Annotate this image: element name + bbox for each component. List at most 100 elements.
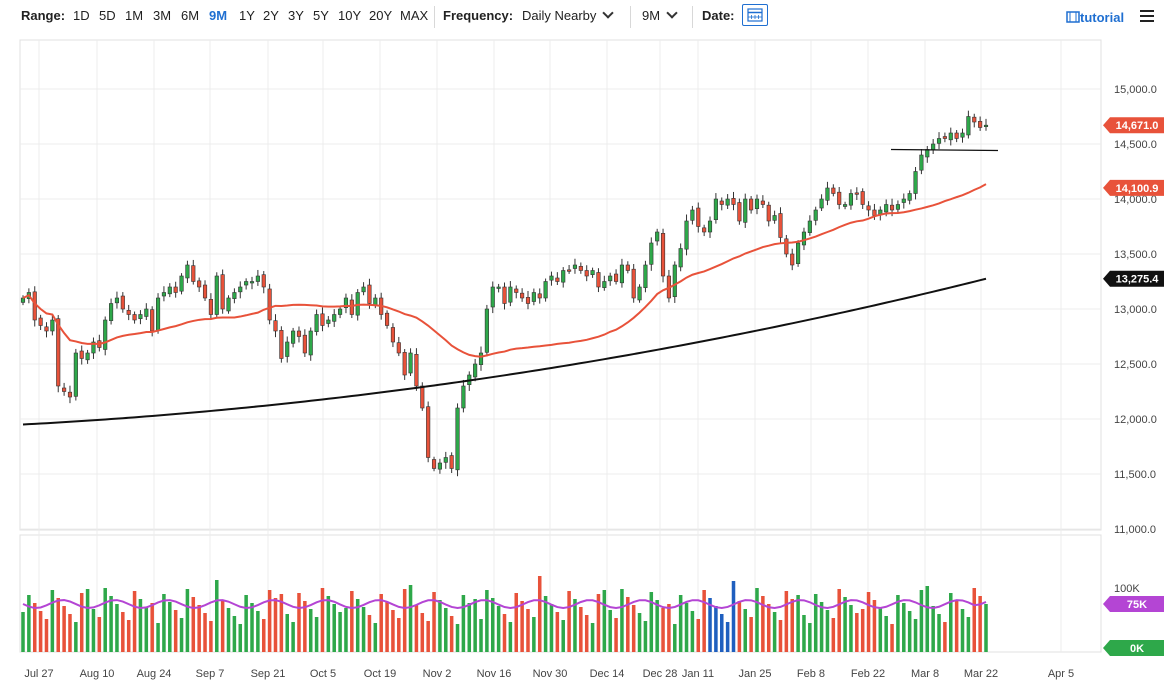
volume-bar — [256, 611, 260, 652]
candle-body — [220, 274, 225, 310]
volume-bar — [884, 616, 888, 652]
volume-bar — [567, 591, 571, 652]
candle-body — [214, 275, 219, 315]
volume-bar — [109, 596, 113, 652]
volume-bar — [350, 591, 354, 652]
volume-bar — [197, 605, 201, 652]
range-3m[interactable]: 3M — [153, 8, 172, 23]
volume-bar — [91, 609, 96, 652]
candle-body — [226, 297, 231, 312]
candle-body — [285, 341, 290, 357]
range-1y[interactable]: 1Y — [239, 8, 255, 23]
x-tick-label: Jan 11 — [682, 668, 714, 680]
candle-body — [502, 286, 507, 304]
range-5d[interactable]: 5D — [99, 8, 116, 23]
volume-bar — [819, 602, 824, 652]
range-2y[interactable]: 2Y — [263, 8, 279, 23]
candle-body — [390, 327, 395, 343]
candle-body — [913, 171, 918, 194]
range-1d[interactable]: 1D — [73, 8, 90, 23]
candle-body — [895, 204, 900, 210]
candle-body — [67, 391, 73, 398]
period-select[interactable]: 9M — [642, 7, 678, 25]
candle-body — [790, 253, 795, 266]
candle-body — [296, 330, 302, 337]
candle-body — [50, 319, 55, 332]
price-panel — [19, 39, 1102, 531]
volume-bar — [673, 624, 677, 652]
volume-bar — [397, 618, 401, 652]
menu-icon[interactable] — [1140, 10, 1154, 22]
ma200-tag-shape — [1103, 270, 1164, 287]
range-6m[interactable]: 6M — [181, 8, 200, 23]
volume-bar — [860, 609, 865, 652]
date-label: Date: — [702, 8, 735, 23]
range-max[interactable]: MAX — [400, 8, 429, 23]
candle-body — [496, 286, 501, 289]
candle-body — [843, 204, 848, 207]
y-tick-label: 14,500.0 — [1114, 139, 1157, 151]
range-3y[interactable]: 3Y — [288, 8, 304, 23]
candle-body — [279, 330, 284, 359]
volume-bar — [537, 576, 542, 652]
volume-bar — [790, 599, 794, 652]
range-5y[interactable]: 5Y — [313, 8, 329, 23]
candle-body — [731, 198, 736, 205]
candle-body — [678, 248, 683, 268]
volume-bar — [126, 620, 131, 652]
last-price-tag: 14,671.0 — [1103, 117, 1164, 134]
candle-body — [925, 149, 930, 158]
toolbar-divider — [434, 6, 435, 28]
range-20y[interactable]: 20Y — [369, 8, 393, 23]
calendar-icon[interactable] — [742, 4, 768, 26]
y-tick-label: 13,000.0 — [1114, 304, 1157, 316]
range-10y[interactable]: 10Y — [338, 8, 362, 23]
candle-body — [737, 202, 742, 222]
volume-bar — [626, 597, 630, 652]
volume-bar — [426, 621, 430, 652]
volume-bar — [954, 601, 959, 652]
x-tick-label: Aug 24 — [137, 668, 172, 680]
volume-bar — [696, 619, 701, 652]
frequency-select[interactable]: Daily Nearby — [522, 7, 615, 25]
candle-body — [725, 198, 730, 206]
volume-bar — [121, 612, 125, 652]
y-tick-label: 12,000.0 — [1114, 414, 1157, 426]
volume-bar — [960, 609, 965, 652]
candle-body — [590, 270, 595, 275]
volume-bar — [355, 599, 360, 652]
candle-body — [672, 264, 677, 297]
volume-bar — [303, 601, 307, 652]
volume-bar — [391, 610, 395, 652]
volume-bar — [461, 595, 466, 652]
candle-body — [473, 363, 478, 378]
range-1m[interactable]: 1M — [125, 8, 144, 23]
volume-bar — [872, 600, 877, 652]
volume-bar — [614, 618, 618, 652]
x-tick-label: Dec 14 — [590, 668, 625, 680]
volume-bar — [678, 595, 683, 652]
candle-body — [138, 314, 143, 319]
volume-bar — [831, 618, 836, 652]
volume-bar — [173, 610, 178, 652]
volume-tick-label: 100K — [1114, 583, 1140, 595]
candle-body — [126, 310, 131, 315]
volume-bar — [708, 598, 712, 652]
candle-body — [901, 198, 906, 203]
candle-body — [461, 385, 466, 409]
candle-body — [249, 281, 255, 284]
candle-body — [555, 277, 560, 282]
candle-body — [197, 280, 202, 288]
candle-body — [684, 220, 689, 250]
range-9m[interactable]: 9M — [209, 8, 228, 23]
candle-body — [972, 116, 977, 123]
candle-body — [273, 320, 278, 332]
volume-bar — [543, 596, 548, 652]
x-tick-label: Sep 7 — [196, 668, 225, 680]
candle-body — [884, 204, 889, 213]
candle-body — [185, 264, 190, 279]
tutorial-link[interactable]: tutorial — [1066, 10, 1124, 25]
candle-body — [426, 406, 431, 458]
candle-body — [484, 308, 489, 353]
